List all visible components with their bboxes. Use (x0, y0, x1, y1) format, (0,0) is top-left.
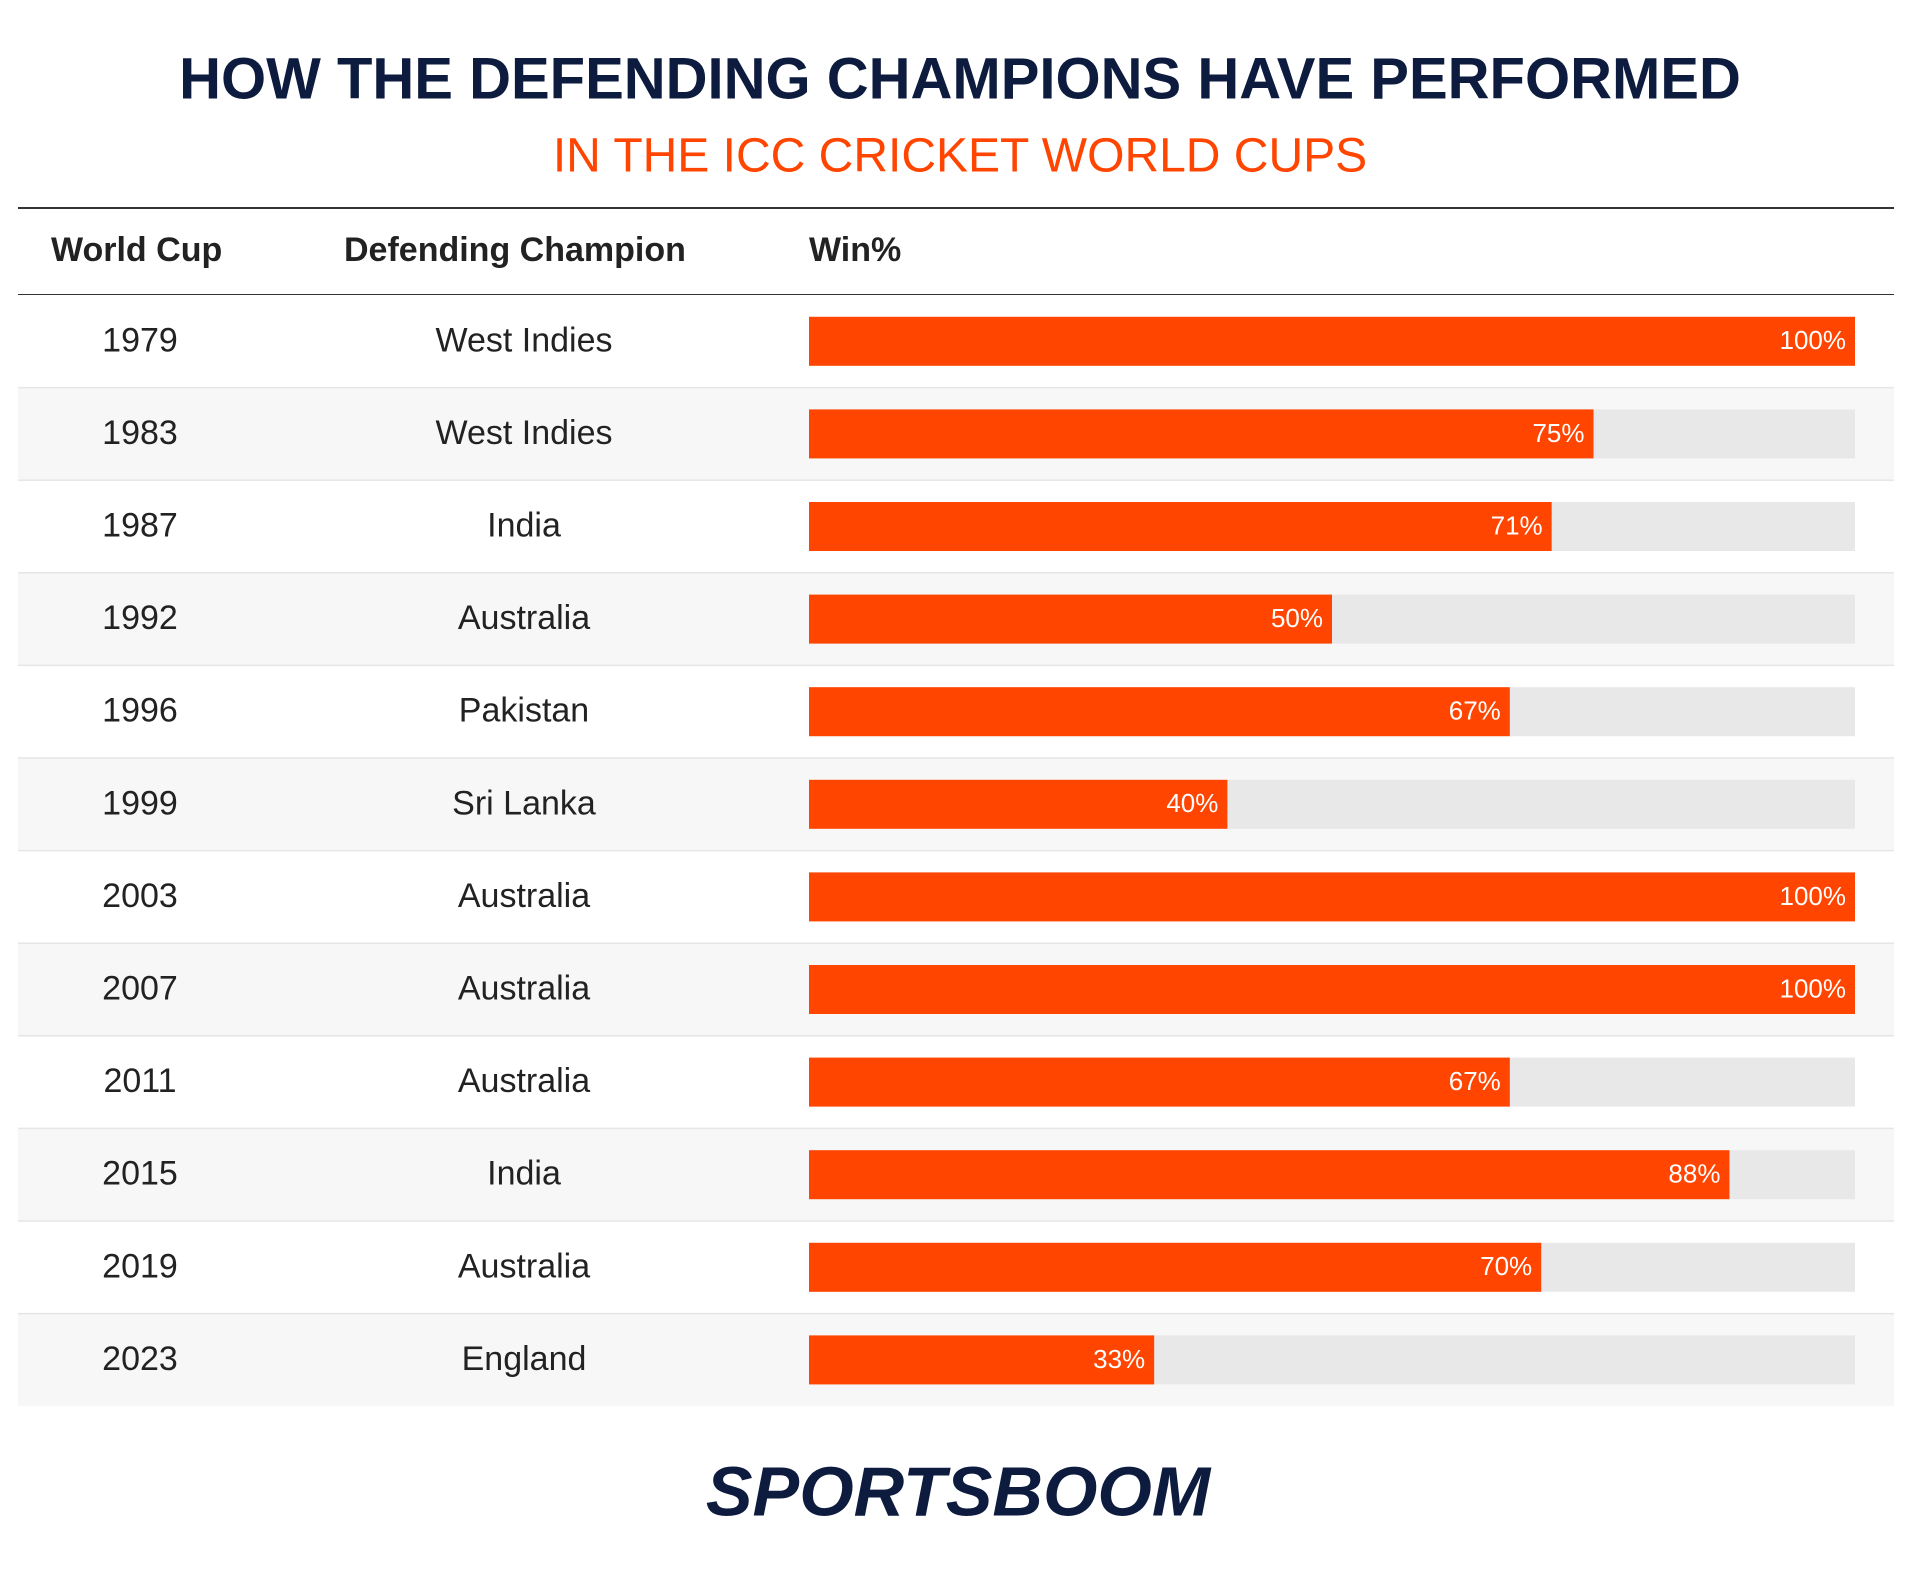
year-cell: 2023 (102, 1340, 178, 1378)
bar (809, 779, 1228, 829)
year-cell: 2019 (102, 1247, 178, 1285)
year-cell: 1983 (102, 414, 178, 452)
value-label: 71% (1491, 510, 1543, 540)
year-cell: 1987 (102, 506, 178, 544)
year-cell: 2003 (102, 877, 178, 915)
champion-cell: Australia (458, 599, 590, 637)
value-label: 67% (1449, 696, 1501, 726)
champion-cell: Australia (458, 877, 590, 915)
value-label: 33% (1093, 1344, 1145, 1374)
champion-cell: Australia (458, 1062, 590, 1100)
value-label: 88% (1668, 1159, 1720, 1189)
column-header: World Cup (51, 231, 222, 269)
value-label: 67% (1449, 1066, 1501, 1096)
bar (809, 502, 1552, 551)
value-label: 75% (1532, 418, 1584, 448)
chart-subtitle: IN THE ICC CRICKET WORLD CUPS (553, 130, 1367, 183)
champion-cell: Australia (458, 1247, 590, 1285)
champion-cell: India (487, 1155, 561, 1193)
value-label: 70% (1480, 1251, 1532, 1281)
year-cell: 2011 (103, 1062, 176, 1100)
bar (809, 965, 1855, 1014)
bar (809, 594, 1332, 644)
value-label: 100% (1780, 881, 1847, 911)
value-label: 40% (1166, 788, 1218, 818)
champion-cell: West Indies (435, 321, 612, 359)
year-cell: 1992 (102, 599, 178, 637)
champion-cell: India (487, 506, 561, 544)
value-label: 50% (1271, 603, 1323, 633)
value-label: 100% (1780, 973, 1847, 1003)
champion-cell: Pakistan (459, 692, 589, 730)
bar (809, 1335, 1155, 1385)
value-label: 100% (1780, 325, 1847, 355)
year-cell: 2015 (102, 1155, 178, 1193)
champion-cell: Australia (458, 969, 590, 1007)
year-cell: 1999 (102, 784, 178, 822)
chart-title: HOW THE DEFENDING CHAMPIONS HAVE PERFORM… (179, 46, 1741, 111)
brand-logo: SPORTSBOOM (706, 1452, 1212, 1530)
bar (809, 409, 1594, 459)
year-cell: 1979 (102, 321, 178, 359)
column-header: Defending Champion (344, 231, 686, 269)
champion-cell: West Indies (435, 414, 612, 452)
year-cell: 2007 (102, 969, 178, 1007)
bar (809, 872, 1855, 922)
champion-cell: England (462, 1340, 587, 1378)
bar (809, 1150, 1730, 1200)
bar (809, 1057, 1510, 1107)
year-cell: 1996 (102, 692, 178, 730)
bar (809, 316, 1855, 366)
column-header: Win% (809, 231, 901, 269)
champion-cell: Sri Lanka (452, 784, 596, 822)
bar (809, 1242, 1542, 1292)
bar (809, 687, 1510, 737)
